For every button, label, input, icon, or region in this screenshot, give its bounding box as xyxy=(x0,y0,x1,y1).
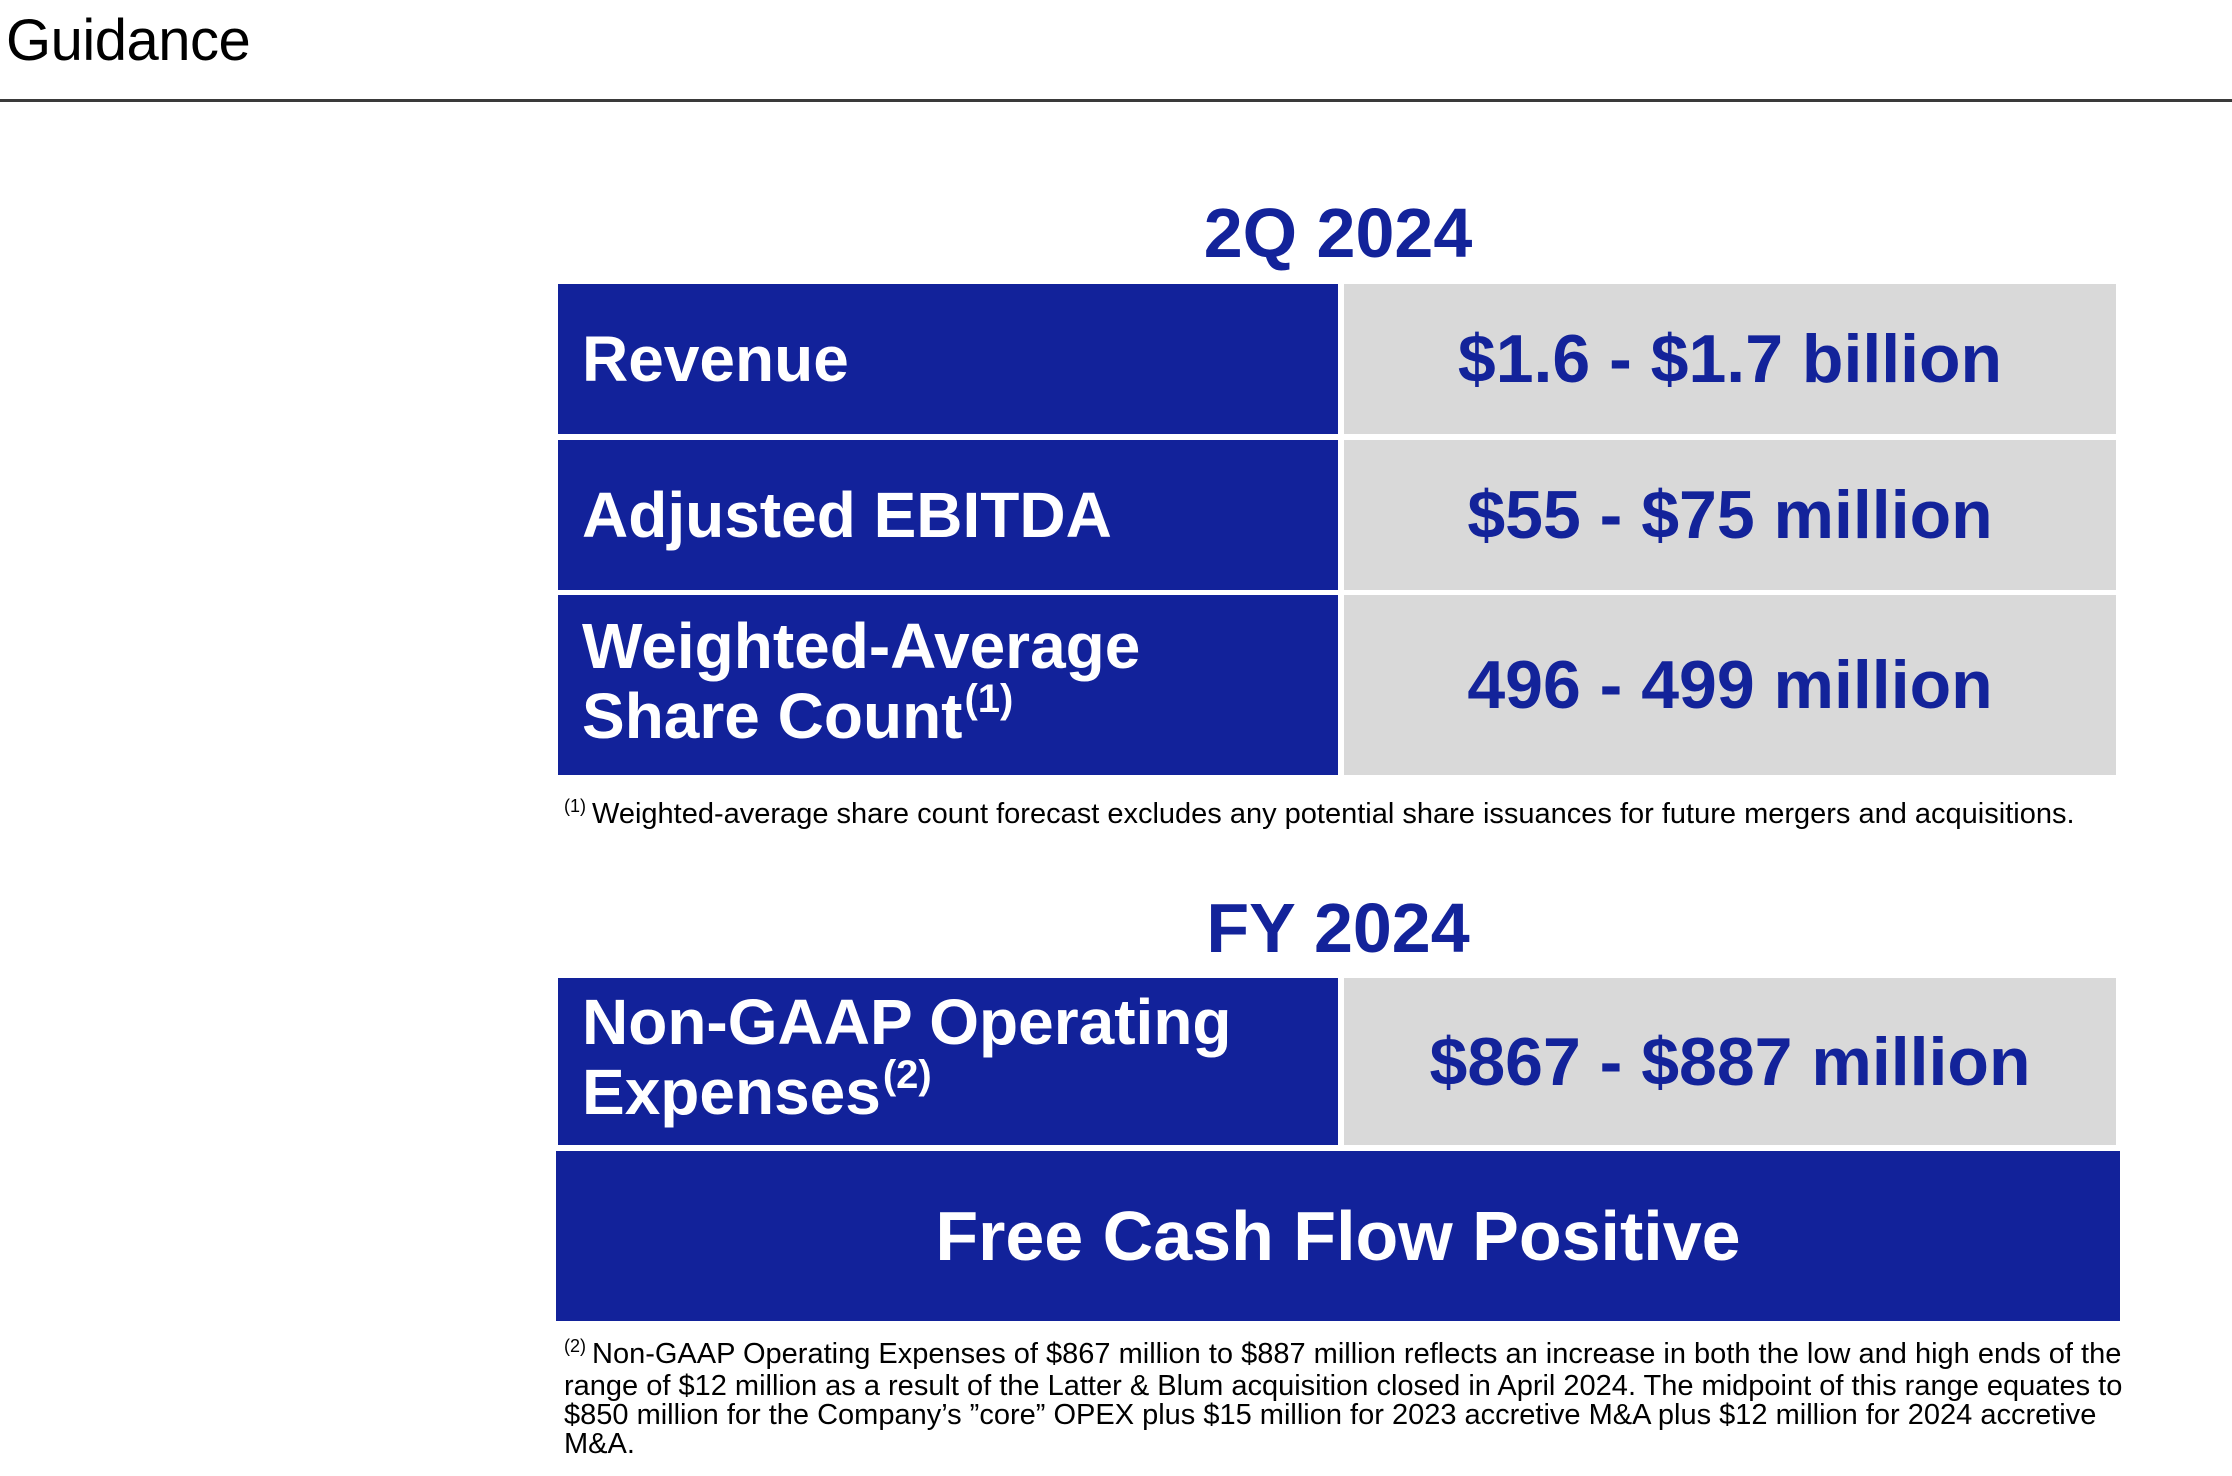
footnote-1-marker: (1) xyxy=(564,796,586,816)
page-title: Guidance xyxy=(6,8,251,73)
label-opex-line2: Expenses(2) xyxy=(582,1053,1338,1136)
label-share-count-line2-text: Share Count xyxy=(582,679,963,752)
footnote-1-text: Weighted-average share count forecast ex… xyxy=(592,798,2075,830)
label-adjusted-ebitda-text: Adjusted EBITDA xyxy=(582,479,1112,551)
footnote-ref-1: (1) xyxy=(964,676,1014,721)
section-heading-fy-2024: FY 2024 xyxy=(1206,889,1470,967)
label-opex-line2-text: Expenses xyxy=(582,1056,881,1128)
value-non-gaap-operating-expenses: $867 - $887 million xyxy=(1344,978,2116,1145)
title-divider xyxy=(0,99,2232,102)
label-weighted-average-share-count: Weighted-Average Share Count(1) xyxy=(558,595,1338,775)
label-share-count-line2: Share Count(1) xyxy=(582,677,1338,760)
section-heading-2q-2024: 2Q 2024 xyxy=(1203,194,1473,272)
label-revenue: Revenue xyxy=(558,284,1338,434)
footnote-2: (2) Non-GAAP Operating Expenses of $867 m… xyxy=(564,1336,2124,1460)
label-non-gaap-operating-expenses: Non-GAAP Operating Expenses(2) xyxy=(558,978,1338,1145)
label-adjusted-ebitda: Adjusted EBITDA xyxy=(558,440,1338,590)
value-share-count: 496 - 499 million xyxy=(1344,595,2116,775)
free-cash-flow-banner: Free Cash Flow Positive xyxy=(556,1151,2120,1321)
label-share-count-line1: Weighted-Average xyxy=(582,609,1141,682)
value-adjusted-ebitda: $55 - $75 million xyxy=(1344,440,2116,590)
label-opex-line1: Non-GAAP Operating xyxy=(582,986,1232,1058)
footnote-ref-2: (2) xyxy=(882,1053,932,1097)
footnote-2-marker: (2) xyxy=(564,1336,586,1356)
value-revenue: $1.6 - $1.7 billion xyxy=(1344,284,2116,434)
footnote-1: (1) Weighted-average share count forecast… xyxy=(564,796,2124,832)
label-revenue-text: Revenue xyxy=(582,323,849,395)
footnote-2-text: Non-GAAP Operating Expenses of $867 mill… xyxy=(564,1338,2123,1460)
